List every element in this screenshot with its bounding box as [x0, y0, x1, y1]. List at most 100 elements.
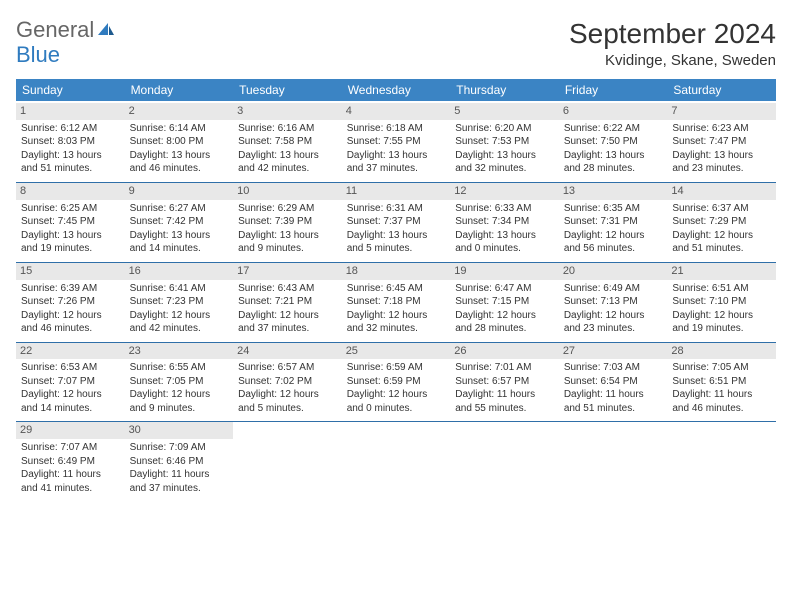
sunrise-line: Sunrise: 6:14 AM	[130, 122, 229, 136]
day-details: Sunrise: 6:18 AMSunset: 7:55 PMDaylight:…	[346, 122, 447, 176]
sunrise-line: Sunrise: 6:16 AM	[238, 122, 337, 136]
sunrise-line: Sunrise: 6:12 AM	[21, 122, 120, 136]
sunrise-line: Sunrise: 6:35 AM	[564, 202, 663, 216]
sunset-line: Sunset: 7:26 PM	[21, 295, 120, 309]
day-details: Sunrise: 6:33 AMSunset: 7:34 PMDaylight:…	[454, 202, 555, 256]
day-cell: 26Sunrise: 7:01 AMSunset: 6:57 PMDayligh…	[450, 342, 559, 422]
day-number: 10	[233, 183, 342, 200]
sunrise-line: Sunrise: 6:43 AM	[238, 282, 337, 296]
day-details: Sunrise: 6:12 AMSunset: 8:03 PMDaylight:…	[20, 122, 121, 176]
sunset-line: Sunset: 7:21 PM	[238, 295, 337, 309]
sunrise-line: Sunrise: 6:45 AM	[347, 282, 446, 296]
day-details: Sunrise: 6:51 AMSunset: 7:10 PMDaylight:…	[671, 282, 772, 336]
day-number: 6	[559, 103, 668, 120]
daylight-line: Daylight: 12 hours and 56 minutes.	[564, 229, 663, 256]
sunrise-line: Sunrise: 6:39 AM	[21, 282, 120, 296]
day-cell: 21Sunrise: 6:51 AMSunset: 7:10 PMDayligh…	[667, 262, 776, 342]
location: Kvidinge, Skane, Sweden	[569, 52, 776, 69]
day-details: Sunrise: 6:16 AMSunset: 7:58 PMDaylight:…	[237, 122, 338, 176]
day-cell: 30Sunrise: 7:09 AMSunset: 6:46 PMDayligh…	[125, 422, 234, 501]
sunrise-line: Sunrise: 6:33 AM	[455, 202, 554, 216]
logo: GeneralBlue	[16, 18, 116, 66]
day-number: 3	[233, 103, 342, 120]
day-cell: ..	[559, 422, 668, 501]
sunset-line: Sunset: 7:58 PM	[238, 135, 337, 149]
day-details: Sunrise: 6:25 AMSunset: 7:45 PMDaylight:…	[20, 202, 121, 256]
day-cell: 3 Sunrise: 6:16 AMSunset: 7:58 PMDaylight…	[233, 101, 342, 182]
sunrise-line: Sunrise: 6:31 AM	[347, 202, 446, 216]
day-details: Sunrise: 6:59 AMSunset: 6:59 PMDaylight:…	[346, 361, 447, 415]
header: GeneralBlue September 2024 Kvidinge, Ska…	[16, 18, 776, 69]
week-row: 29Sunrise: 7:07 AMSunset: 6:49 PMDayligh…	[16, 422, 776, 501]
day-cell: 2 Sunrise: 6:14 AMSunset: 8:00 PMDaylight…	[125, 101, 234, 182]
sunrise-line: Sunrise: 6:37 AM	[672, 202, 771, 216]
day-details: Sunrise: 6:27 AMSunset: 7:42 PMDaylight:…	[129, 202, 230, 256]
daylight-line: Daylight: 13 hours and 51 minutes.	[21, 149, 120, 176]
day-cell: 7Sunrise: 6:23 AMSunset: 7:47 PMDaylight…	[667, 101, 776, 182]
sunset-line: Sunset: 6:51 PM	[672, 375, 771, 389]
sunset-line: Sunset: 8:03 PM	[21, 135, 120, 149]
day-details: Sunrise: 6:41 AMSunset: 7:23 PMDaylight:…	[129, 282, 230, 336]
daylight-line: Daylight: 13 hours and 32 minutes.	[455, 149, 554, 176]
day-details: Sunrise: 7:01 AMSunset: 6:57 PMDaylight:…	[454, 361, 555, 415]
day-details: Sunrise: 6:29 AMSunset: 7:39 PMDaylight:…	[237, 202, 338, 256]
day-number: 11	[342, 183, 451, 200]
sunset-line: Sunset: 7:10 PM	[672, 295, 771, 309]
sunrise-line: Sunrise: 6:20 AM	[455, 122, 554, 136]
day-cell: 13Sunrise: 6:35 AMSunset: 7:31 PMDayligh…	[559, 182, 668, 262]
daylight-line: Daylight: 13 hours and 46 minutes.	[130, 149, 229, 176]
day-details: Sunrise: 7:09 AMSunset: 6:46 PMDaylight:…	[129, 441, 230, 495]
day-cell: 10 Sunrise: 6:29 AMSunset: 7:39 PMDayligh…	[233, 182, 342, 262]
sunrise-line: Sunrise: 6:55 AM	[130, 361, 229, 375]
sunset-line: Sunset: 7:02 PM	[238, 375, 337, 389]
daylight-line: Daylight: 13 hours and 37 minutes.	[347, 149, 446, 176]
sunset-line: Sunset: 7:42 PM	[130, 215, 229, 229]
title-block: September 2024 Kvidinge, Skane, Sweden	[569, 18, 776, 69]
dow-monday: Monday	[125, 79, 234, 101]
sunset-line: Sunset: 7:18 PM	[347, 295, 446, 309]
day-number: 23	[125, 343, 234, 360]
day-details: Sunrise: 6:14 AMSunset: 8:00 PMDaylight:…	[129, 122, 230, 176]
day-number: 27	[559, 343, 668, 360]
day-cell: 5 Sunrise: 6:20 AMSunset: 7:53 PMDaylight…	[450, 101, 559, 182]
day-details: Sunrise: 6:31 AMSunset: 7:37 PMDaylight:…	[346, 202, 447, 256]
dow-saturday: Saturday	[667, 79, 776, 101]
day-cell: ..	[450, 422, 559, 501]
daylight-line: Daylight: 12 hours and 23 minutes.	[564, 309, 663, 336]
daylight-line: Daylight: 11 hours and 51 minutes.	[564, 388, 663, 415]
day-cell: 29Sunrise: 7:07 AMSunset: 6:49 PMDayligh…	[16, 422, 125, 501]
sunset-line: Sunset: 7:07 PM	[21, 375, 120, 389]
day-number: 18	[342, 263, 451, 280]
day-number: 5	[450, 103, 559, 120]
day-number: 25	[342, 343, 451, 360]
sunset-line: Sunset: 7:23 PM	[130, 295, 229, 309]
day-number: 19	[450, 263, 559, 280]
daylight-line: Daylight: 12 hours and 5 minutes.	[238, 388, 337, 415]
daylight-line: Daylight: 12 hours and 51 minutes.	[672, 229, 771, 256]
day-cell: 14Sunrise: 6:37 AMSunset: 7:29 PMDayligh…	[667, 182, 776, 262]
day-cell: 11 Sunrise: 6:31 AMSunset: 7:37 PMDayligh…	[342, 182, 451, 262]
day-details: Sunrise: 6:39 AMSunset: 7:26 PMDaylight:…	[20, 282, 121, 336]
day-details: Sunrise: 6:35 AMSunset: 7:31 PMDaylight:…	[563, 202, 664, 256]
day-number: 12	[450, 183, 559, 200]
daylight-line: Daylight: 11 hours and 46 minutes.	[672, 388, 771, 415]
day-cell: 12 Sunrise: 6:33 AMSunset: 7:34 PMDayligh…	[450, 182, 559, 262]
daylight-line: Daylight: 12 hours and 42 minutes.	[130, 309, 229, 336]
day-details: Sunrise: 6:22 AMSunset: 7:50 PMDaylight:…	[563, 122, 664, 176]
sunset-line: Sunset: 7:29 PM	[672, 215, 771, 229]
daylight-line: Daylight: 13 hours and 0 minutes.	[455, 229, 554, 256]
day-number: 22	[16, 343, 125, 360]
sunrise-line: Sunrise: 6:22 AM	[564, 122, 663, 136]
sunset-line: Sunset: 7:53 PM	[455, 135, 554, 149]
day-number: 26	[450, 343, 559, 360]
sunrise-line: Sunrise: 7:03 AM	[564, 361, 663, 375]
daylight-line: Daylight: 11 hours and 41 minutes.	[21, 468, 120, 495]
sunset-line: Sunset: 6:46 PM	[130, 455, 229, 469]
daylight-line: Daylight: 12 hours and 9 minutes.	[130, 388, 229, 415]
day-number: 8	[16, 183, 125, 200]
week-row: 8 Sunrise: 6:25 AMSunset: 7:45 PMDaylight…	[16, 182, 776, 262]
daylight-line: Daylight: 12 hours and 46 minutes.	[21, 309, 120, 336]
day-number: 2	[125, 103, 234, 120]
sunrise-line: Sunrise: 6:23 AM	[672, 122, 771, 136]
day-number: 15	[16, 263, 125, 280]
